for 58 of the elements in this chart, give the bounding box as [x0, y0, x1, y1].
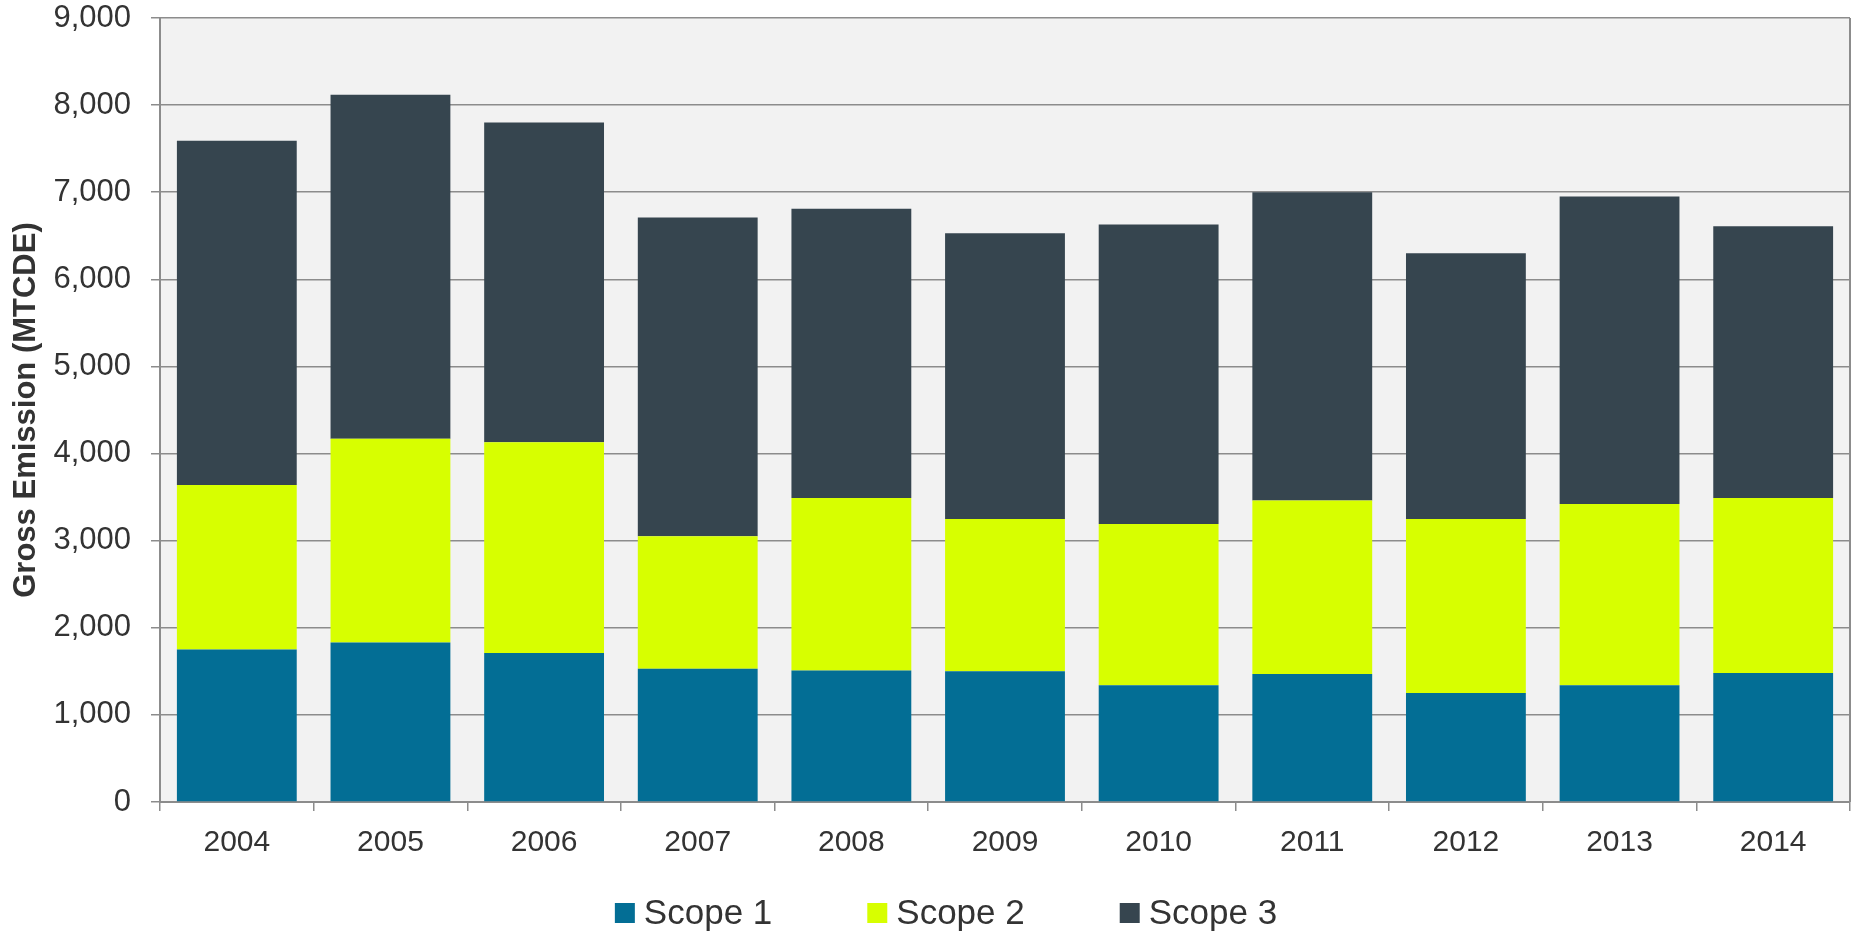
bar: [1405, 518, 1526, 694]
legend-label: Scope 2: [896, 891, 1025, 931]
x-tick-label: 2005: [357, 824, 424, 858]
y-tick-label: 9,000: [53, 0, 131, 34]
bar: [1098, 685, 1219, 802]
x-tick-label: 2007: [664, 824, 732, 858]
bar: [176, 649, 297, 802]
bar: [1405, 693, 1526, 802]
bar: [637, 217, 758, 537]
y-tick-label: 7,000: [53, 172, 131, 208]
x-tick-label: 2008: [817, 824, 885, 858]
y-tick-label: 2,000: [53, 608, 131, 644]
bar: [1559, 196, 1680, 505]
x-tick-label: 2012: [1432, 824, 1500, 858]
y-tick-label: 8,000: [53, 85, 131, 121]
x-tick-label: 2014: [1739, 824, 1807, 858]
y-tick-label: 4,000: [53, 434, 131, 470]
y-tick-label: 0: [113, 782, 131, 818]
legend-label: Scope 1: [643, 891, 773, 931]
x-tick-label: 2011: [1280, 824, 1345, 858]
bar: [1405, 253, 1526, 519]
bar: [1713, 673, 1834, 802]
bar: [484, 122, 605, 443]
bar: [176, 140, 297, 485]
bar: [945, 671, 1065, 802]
x-tick-label: 2006: [510, 824, 578, 858]
bar: [1252, 500, 1373, 674]
bar: [1559, 504, 1680, 686]
bar: [330, 94, 451, 439]
bar: [1252, 673, 1373, 802]
bar: [1713, 226, 1834, 498]
bar: [791, 670, 912, 802]
y-tick-label: 3,000: [53, 521, 131, 557]
bar: [1713, 497, 1834, 674]
bar: [1252, 192, 1373, 501]
bar: [330, 438, 451, 643]
bar: [637, 668, 758, 802]
y-tick-label: 5,000: [53, 346, 131, 382]
x-tick-label: 2010: [1125, 824, 1193, 858]
x-tick-label: 2013: [1586, 824, 1653, 858]
y-axis-title: Gross Emission (MTCDE): [7, 222, 43, 598]
x-tick-label: 2004: [203, 824, 271, 858]
bar: [637, 536, 758, 669]
y-tick-label: 1,000: [53, 695, 131, 731]
bar: [484, 442, 605, 654]
bar: [791, 208, 912, 498]
bar: [1098, 224, 1219, 525]
bar: [1098, 524, 1219, 686]
bar: [791, 497, 912, 671]
bar: [945, 233, 1065, 519]
y-tick-label: 6,000: [53, 259, 131, 295]
legend-label: Scope 3: [1148, 891, 1278, 931]
bar: [484, 653, 605, 802]
bar: [1559, 685, 1680, 802]
bar: [176, 484, 297, 650]
x-tick-label: 2009: [971, 824, 1039, 858]
bar: [945, 518, 1065, 672]
bar: [330, 642, 451, 802]
